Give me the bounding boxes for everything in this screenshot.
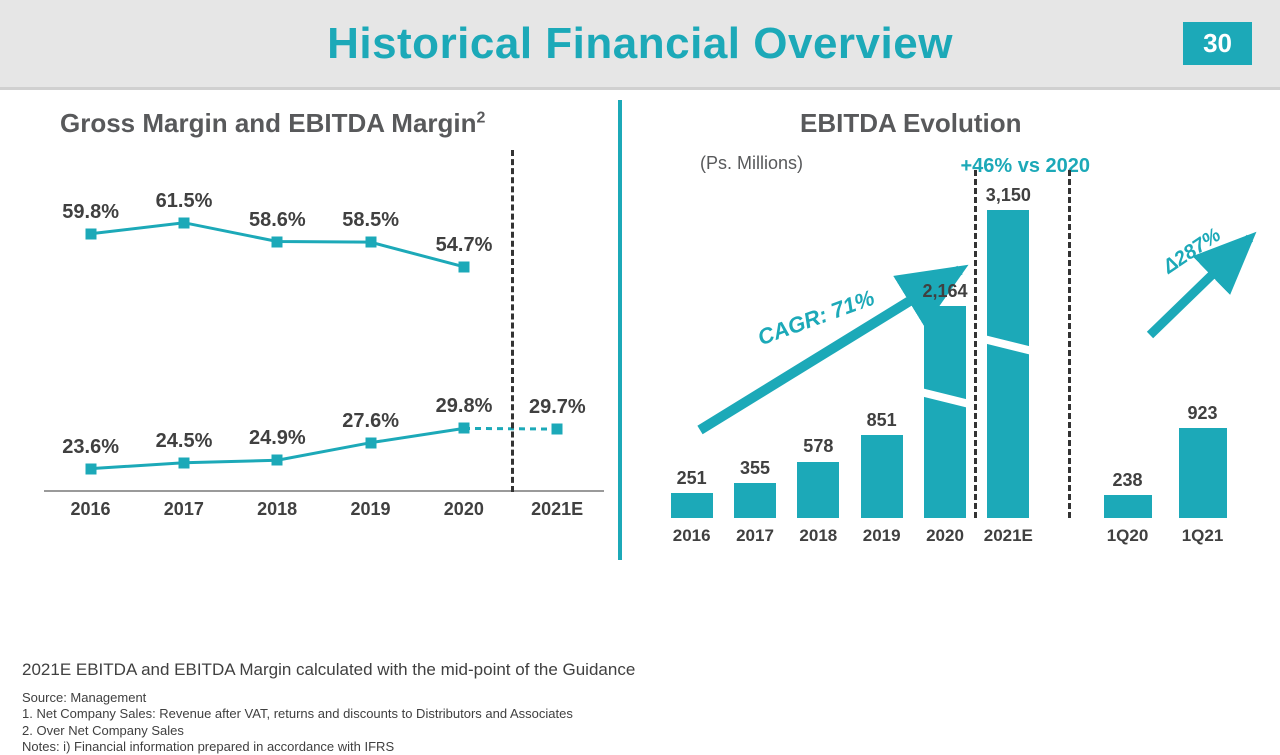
guidance-note: 2021E EBITDA and EBITDA Margin calculate… [22,660,635,680]
quarter-label: 1Q20 [1090,526,1165,546]
ebitda-bar-chart: CAGR: 71%Δ287%25120163552017578201885120… [650,170,1250,550]
ebitda-year-label: 2021E [977,526,1040,546]
ebitda-bar-label: 3,150 [986,185,1031,206]
margin-chart-title-sup: 2 [477,109,486,126]
ebitda-bar [924,306,966,518]
page-title: Historical Financial Overview [327,19,953,69]
gross-margin-marker [365,237,376,248]
ebitda-margin-marker [552,424,563,435]
ebitda-margin-label: 27.6% [342,410,399,433]
ebitda-panel: EBITDA Evolution (Ps. Millions) +46% vs … [640,90,1260,174]
ebitda-bar-label: 251 [677,468,707,489]
footnote-source: Source: Management [22,690,635,706]
quarter-bar-label: 923 [1187,403,1217,424]
ebitda-margin-marker [365,437,376,448]
ebitda-margin-label: 24.5% [156,430,213,453]
gross-margin-marker [179,217,190,228]
ebitda-bar [987,210,1029,518]
margin-chart-title-text: Gross Margin and EBITDA Margin [60,108,477,138]
margin-chart-title: Gross Margin and EBITDA Margin2 [60,108,610,139]
margin-year-label: 2019 [324,499,417,520]
ebitda-margin-label: 29.7% [529,396,586,419]
ebitda-margin-marker [179,457,190,468]
ebitda-year-label: 2019 [850,526,913,546]
gross-margin-label: 58.6% [249,209,306,232]
ebitda-bar [797,462,839,519]
page-number-badge: 30 [1183,22,1252,65]
gross-margin-marker [85,228,96,239]
quarter-bar-label: 238 [1112,470,1142,491]
gross-margin-label: 61.5% [156,190,213,213]
ebitda-bar [861,435,903,518]
ebitda-chart-title: EBITDA Evolution [800,108,1260,139]
ebitda-bar-label: 2,164 [922,281,967,302]
ebitda-bar [671,493,713,518]
ebitda-bar-label: 578 [803,436,833,457]
ebitda-year-label: 2017 [723,526,786,546]
margin-year-label: 2018 [231,499,324,520]
chart-separator [1068,170,1071,518]
quarter-bar [1104,495,1152,518]
vertical-divider [618,100,622,560]
forecast-separator [511,150,514,492]
ebitda-margin-label: 23.6% [62,436,119,459]
margin-year-label: 2016 [44,499,137,520]
margin-panel: Gross Margin and EBITDA Margin2 59.8%61.… [20,90,610,147]
footnote-2: 2. Over Net Company Sales [22,723,635,739]
margin-year-label: 2017 [137,499,230,520]
gross-margin-label: 58.5% [342,209,399,232]
ebitda-bar-label: 355 [740,458,770,479]
ebitda-year-label: 2018 [787,526,850,546]
ebitda-margin-marker [272,455,283,466]
ebitda-year-label: 2020 [913,526,976,546]
line-svg [44,190,604,492]
ebitda-bar [734,483,776,518]
gross-margin-marker [272,236,283,247]
footnote-3: Notes: i) Financial information prepared… [22,739,635,755]
margin-year-label: 2021E [511,499,604,520]
ebitda-margin-label: 24.9% [249,427,306,450]
ebitda-margin-label: 29.8% [436,395,493,418]
ebitda-bar-label: 851 [867,410,897,431]
quarter-bar [1179,428,1227,518]
content-area: Gross Margin and EBITDA Margin2 59.8% 61.… [0,90,1280,650]
gross-margin-label: 54.7% [436,234,493,257]
ebitda-margin-marker [85,463,96,474]
margin-line-chart: 59.8% 61.5% 58.6% 58.5% 54.7% 23.6% 24.5% 24.9%… [44,190,604,520]
gross-margin-label: 59.8% [62,201,119,224]
footnotes: 2021E EBITDA and EBITDA Margin calculate… [22,660,635,755]
header-bar: Historical Financial Overview 30 [0,0,1280,90]
footnote-1: 1. Net Company Sales: Revenue after VAT,… [22,706,635,722]
quarter-label: 1Q21 [1165,526,1240,546]
margin-year-label: 2020 [417,499,510,520]
ebitda-year-label: 2016 [660,526,723,546]
gross-margin-marker [459,261,470,272]
ebitda-margin-marker [459,423,470,434]
